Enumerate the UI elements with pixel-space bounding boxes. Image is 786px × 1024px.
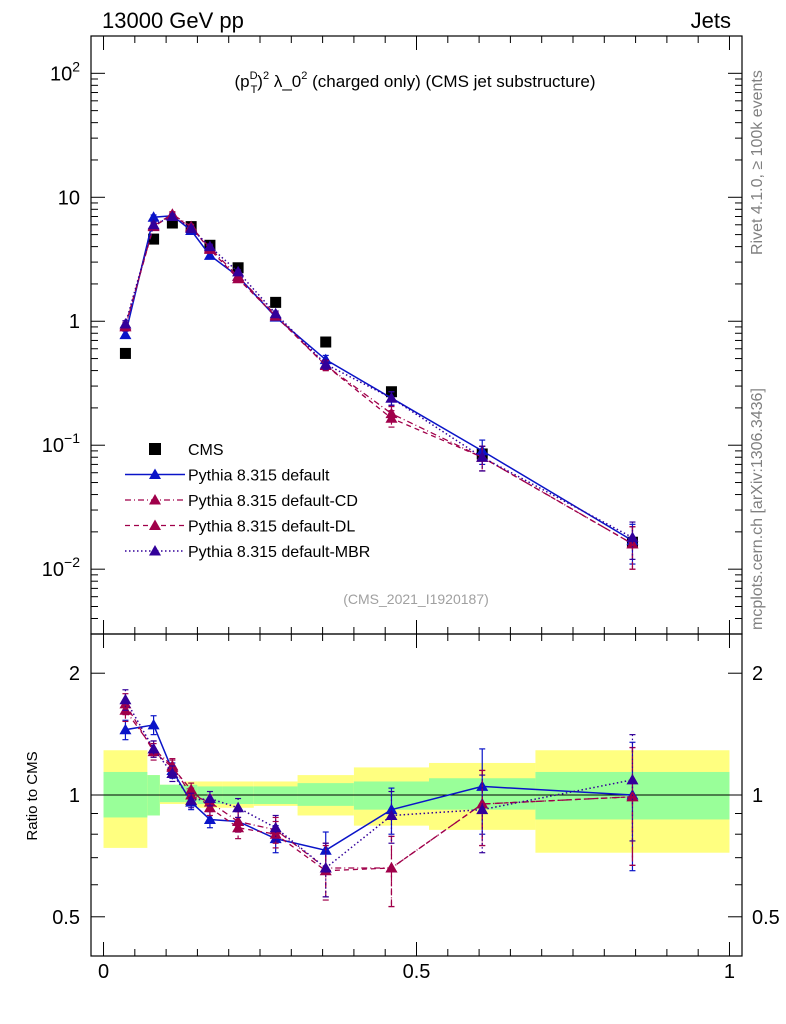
ratio-series-layer <box>119 689 639 908</box>
legend-label: Pythia 8.315 default <box>188 468 330 485</box>
main-ytick-label: 10−1 <box>42 430 80 457</box>
legend-label: CMS <box>188 442 224 459</box>
main-ytick-label: 102 <box>50 58 80 85</box>
main-series-line <box>124 214 633 542</box>
main-marker <box>319 358 332 369</box>
ratio-marker <box>119 723 132 735</box>
ratio-marker <box>385 862 398 873</box>
legend: CMS Pythia 8.315 default Pythia 8.315 defa… <box>125 442 370 561</box>
ratio-marker <box>185 794 198 805</box>
ratio-marker <box>269 821 282 833</box>
ratio-ylabel: Ratio to CMS <box>24 751 41 840</box>
main-series-layer <box>119 208 639 570</box>
ratio-band-green <box>159 784 185 803</box>
main-marker <box>185 222 198 233</box>
main-marker <box>203 240 216 252</box>
ratio-marker <box>166 767 179 779</box>
ratio-ytick-label: 0.5 <box>52 907 80 929</box>
ratio-marker <box>119 704 132 715</box>
ratio-xtick-label: 0.5 <box>403 961 431 983</box>
main-marker <box>269 307 282 319</box>
ratio-marker <box>232 801 245 813</box>
main-series-line <box>124 215 633 539</box>
side-text-top: Rivet 4.1.0, ≥ 100k events <box>749 70 766 255</box>
ratio-marker <box>385 809 398 820</box>
ratio-marker <box>203 792 216 804</box>
ratio-ytick-label: 1 <box>69 785 80 807</box>
ratio-marker <box>119 693 132 705</box>
legend-label: Pythia 8.315 default-DL <box>188 519 355 536</box>
ratio-marker <box>203 813 216 824</box>
main-marker <box>385 412 398 423</box>
main-marker <box>203 249 216 260</box>
ratio-marker <box>269 828 282 839</box>
legend-marker <box>149 468 161 479</box>
main-marker <box>232 265 245 277</box>
ratio-marker <box>319 862 332 873</box>
ratio-marker <box>476 803 489 815</box>
ratio-ytick-label: 2 <box>69 663 80 685</box>
ratio-marker <box>626 773 639 785</box>
ratio-axes-layer: 0.5 0.5 1 1 2 2 0 0.5 1 <box>52 633 780 983</box>
main-title: (pD T)2 λ_02 (charged only) (CMS jet subs… <box>234 70 595 96</box>
main-series-line <box>124 213 633 545</box>
ratio-band-green <box>297 783 354 806</box>
main-marker <box>626 531 639 543</box>
legend-marker <box>149 545 161 556</box>
ratio-xtick-label: 1 <box>724 961 735 983</box>
main-ytick-label: 10−2 <box>42 554 80 581</box>
ratio-marker <box>185 783 198 795</box>
header-left: 13000 GeV pp <box>102 8 244 33</box>
main-marker <box>385 392 398 403</box>
legend-label: Pythia 8.315 default-CD <box>188 493 358 510</box>
cms-data-point <box>270 296 282 308</box>
main-ytick-label: 1 <box>69 311 80 333</box>
main-marker <box>166 210 179 221</box>
ratio-series-line <box>124 703 633 872</box>
legend-label: Pythia 8.315 default-MBR <box>188 544 370 561</box>
main-marker <box>232 272 245 284</box>
legend-marker-cms <box>149 443 161 455</box>
ratio-ytick-label-right: 2 <box>752 663 763 685</box>
ratio-marker <box>147 718 160 730</box>
ratio-marker <box>147 742 160 754</box>
ratio-marker <box>203 801 216 813</box>
analysis-tag: (CMS_2021_I1920187) <box>343 591 489 607</box>
ratio-marker <box>232 821 245 833</box>
cms-data-point <box>166 217 178 229</box>
ratio-ytick-label-right: 1 <box>752 785 763 807</box>
cms-data-point <box>320 336 332 348</box>
ratio-xtick-label: 0 <box>98 961 109 983</box>
main-marker <box>119 328 132 340</box>
main-axes-layer: 10−2 10−1 1 10 102 <box>42 35 743 635</box>
side-text-bottom: mcplots.cern.ch [arXiv:1306.3436] <box>749 388 766 630</box>
main-marker <box>147 218 160 230</box>
main-marker <box>476 451 489 462</box>
main-marker <box>147 211 160 222</box>
cms-data-point <box>119 347 131 359</box>
legend-marker <box>149 494 161 505</box>
header-right: Jets <box>691 8 731 33</box>
ratio-ytick-label-right: 0.5 <box>752 907 780 929</box>
main-marker <box>119 318 132 329</box>
legend-marker <box>149 519 161 530</box>
cms-data-point <box>148 233 160 245</box>
main-ytick-label: 10 <box>58 187 80 209</box>
